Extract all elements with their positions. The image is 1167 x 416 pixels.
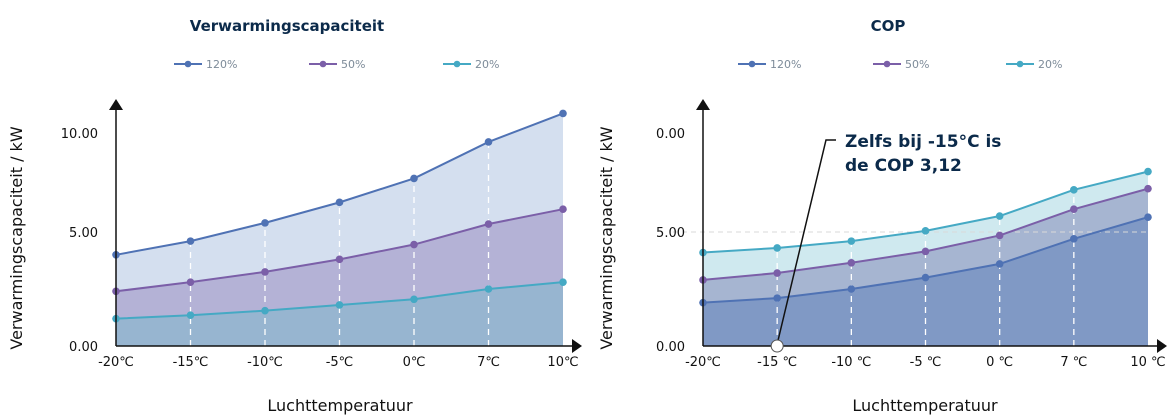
x-axis-arrow [572,339,582,353]
data-point [410,240,418,249]
legend-label: 50% [341,58,365,71]
x-tick-label: 7 ℃ [1060,355,1087,370]
data-point [847,258,856,267]
data-point [559,109,567,118]
data-point [773,269,781,277]
x-tick-label: -20℃ [98,355,134,370]
data-point [847,237,856,245]
data-point [186,311,195,320]
data-point [773,244,781,252]
data-point [995,260,1004,268]
callout-marker [770,339,784,353]
legend-label: 20% [475,58,499,71]
y-tick-label: 5.00 [656,226,685,241]
x-tick-label: -15 ℃ [757,355,797,370]
data-point [559,205,567,213]
legend-item: 20% [1006,58,1062,71]
data-point [335,198,344,207]
data-point [261,306,269,315]
data-point [1144,167,1152,176]
data-point [410,295,418,304]
data-point [261,219,269,227]
data-point [559,278,567,286]
y-tick-label: 0.00 [69,340,98,355]
x-tick-label: -10 ℃ [831,355,871,370]
data-point [921,227,930,235]
x-tick-label: 10 ℃ [1130,355,1165,370]
x-tick-label: -5 ℃ [910,355,942,370]
data-point [1144,213,1152,221]
x-tick-label: 0℃ [403,355,426,370]
data-point [1070,186,1078,194]
callout-line [776,139,836,345]
data-point [773,294,781,302]
data-point [847,285,856,293]
data-point [995,212,1004,220]
y-tick-label: 0.00 [656,127,685,142]
chart-title: Verwarmingscapaciteit [190,17,384,35]
legend-label: 50% [905,58,929,71]
callout-text: Zelfs bij -15°C is [845,132,1001,152]
x-tick-label: 7℃ [477,355,500,370]
data-point [484,285,493,293]
x-axis-label: Luchttemperatuur [267,396,413,415]
series-area [116,282,563,346]
legend-item: 120% [738,58,801,71]
legend-item: 20% [443,58,499,71]
data-point [1070,205,1078,213]
y-axis-arrow [109,99,123,110]
data-point [335,301,344,309]
y-axis-label: Verwarmingscapaciteit / kW [597,126,616,349]
data-point [995,231,1004,240]
data-point [1070,235,1078,243]
x-axis-arrow [1157,339,1167,353]
y-axis-label: Verwarmingscapaciteit / kW [7,126,26,349]
data-point [186,237,195,245]
data-point [410,174,418,183]
y-tick-label: 0.00 [656,340,685,355]
y-tick-label: 10.00 [61,127,98,142]
legend-item: 50% [309,58,365,71]
x-tick-label: -20℃ [685,355,721,370]
legend-label: 20% [1038,58,1062,71]
data-point [335,255,344,264]
data-point [261,268,269,276]
legend-item: 50% [873,58,929,71]
x-tick-label: 0 ℃ [986,355,1013,370]
y-axis-arrow [696,99,710,110]
callout-text: de COP 3,12 [845,156,962,176]
data-point [484,220,493,228]
data-point [921,247,930,256]
x-tick-label: -5℃ [326,355,354,370]
legend-label: 120% [206,58,237,71]
chart-title: COP [871,17,906,35]
x-tick-label: 10℃ [547,355,578,370]
x-axis-label: Luchttemperatuur [852,396,998,415]
data-point [484,138,493,146]
x-tick-label: -15℃ [173,355,209,370]
data-point [1144,184,1152,193]
legend-label: 120% [770,58,801,71]
data-point [921,273,930,282]
series-area [703,217,1148,346]
y-tick-label: 5.00 [69,226,98,241]
legend-item: 120% [174,58,237,71]
x-tick-label: -10℃ [247,355,283,370]
data-point [186,278,195,286]
